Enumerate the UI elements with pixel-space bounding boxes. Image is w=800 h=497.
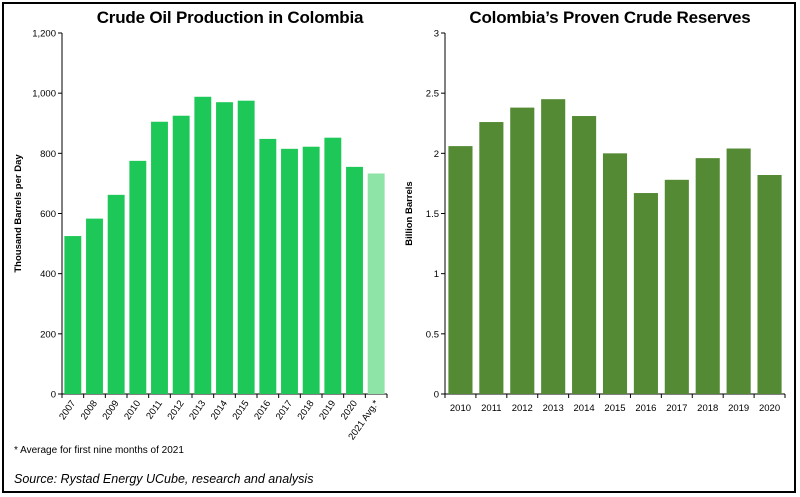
production-bar-2010 [129, 160, 147, 394]
reserves-bar-chart: 0 0.5 1 1.5 2 2.5 3 Billion Barrels 2010 2011 2012… [404, 29, 786, 414]
reserves-bar-2015 [602, 153, 628, 394]
reserves-y-tick-label: 2.5 [426, 89, 439, 100]
production-y-axis-label: Thousand Barrels per Day [13, 154, 24, 273]
reserves-x-tick-label: 2013 [543, 403, 564, 414]
production-bar-2017 [281, 148, 298, 394]
production-bar-2009 [107, 194, 125, 394]
reserves-x-tick-label: 2010 [450, 403, 471, 414]
production-x-tick-label: 2008 [79, 398, 100, 422]
reserves-bar-2014 [572, 116, 597, 394]
reserves-y-tick-label: 2 [434, 149, 439, 160]
reserves-y-axis-label: Billion Barrels [404, 181, 415, 245]
production-bar-2016 [259, 138, 277, 394]
production-bar-2014 [216, 102, 233, 395]
production-y-tick-label: 1,200 [32, 29, 56, 40]
production-x-tick-label: 2016 [252, 398, 273, 422]
production-chart-title: Crude Oil Production in Colombia [96, 8, 364, 27]
production-y-tick-label: 800 [40, 149, 56, 160]
reserves-y-tick-label: 1.5 [426, 209, 439, 220]
reserves-bar-2011 [479, 122, 504, 395]
reserves-x-tick-label: 2018 [697, 403, 718, 414]
reserves-bar-2010 [448, 146, 473, 394]
production-x-tick-label: 2009 [100, 398, 121, 422]
reserves-y-tick-label: 0 [434, 390, 439, 401]
production-bar-2008 [86, 218, 103, 394]
reserves-x-tick-label: 2016 [635, 403, 656, 414]
production-bar-2015 [237, 100, 255, 394]
production-y-tick-label: 1,000 [32, 89, 56, 100]
production-bar-2018 [302, 146, 320, 394]
reserves-y-tick-label: 1 [434, 269, 439, 280]
reserves-x-tick-label: 2012 [512, 403, 533, 414]
reserves-bar-2018 [695, 158, 720, 394]
production-bar-2007 [64, 236, 82, 394]
production-x-tick-label: 2012 [165, 398, 186, 422]
production-x-tick-label: 2018 [295, 398, 316, 422]
reserves-y-tick-label: 3 [434, 29, 439, 40]
production-bar-2021-avg [367, 173, 385, 394]
production-x-tick-label: 2020 [339, 398, 360, 422]
reserves-bar-2019 [726, 148, 751, 394]
reserves-x-tick-label: 2014 [574, 403, 595, 414]
production-x-tick-label: 2017 [274, 398, 295, 422]
reserves-bar-2020 [757, 174, 782, 394]
reserves-bar-2016 [633, 193, 658, 394]
production-bar-chart: 0 200 400 600 800 1,000 1,200 Thousand Barrels … [13, 29, 388, 442]
production-bar-2019 [324, 137, 342, 394]
production-x-tick-label: 2015 [230, 398, 251, 422]
production-bar-2011 [151, 121, 168, 394]
reserves-x-tick-label: 2017 [666, 403, 687, 414]
production-x-tick-label: 2013 [187, 398, 208, 422]
production-y-tick-label: 400 [40, 269, 56, 280]
reserves-x-tick-label: 2019 [728, 403, 749, 414]
production-bar-2013 [194, 96, 212, 394]
reserves-x-tick-label: 2015 [604, 403, 625, 414]
production-x-tick-label: 2010 [122, 398, 143, 422]
reserves-x-tick-label: 2011 [481, 403, 501, 414]
footnote: * Average for first nine months of 2021 [14, 445, 184, 456]
production-y-tick-label: 0 [51, 390, 56, 401]
reserves-bar-2013 [541, 99, 566, 394]
reserves-bar-2017 [664, 179, 689, 394]
production-x-tick-label: 2011 [144, 398, 165, 421]
production-bar-2020 [346, 166, 363, 394]
source-note: Source: Rystad Energy UCube, research an… [14, 472, 314, 486]
production-x-tick-label: 2014 [209, 398, 230, 422]
reserves-y-tick-label: 0.5 [426, 329, 439, 340]
production-y-tick-label: 600 [40, 209, 56, 220]
reserves-bar-2012 [510, 107, 535, 395]
reserves-x-tick-label: 2020 [759, 403, 780, 414]
production-x-tick-label: 2007 [57, 398, 78, 422]
reserves-chart-title: Colombia’s Proven Crude Reserves [469, 8, 751, 27]
production-y-tick-label: 200 [40, 329, 56, 340]
production-bar-2012 [172, 115, 190, 395]
production-x-tick-label: 2019 [317, 398, 338, 422]
